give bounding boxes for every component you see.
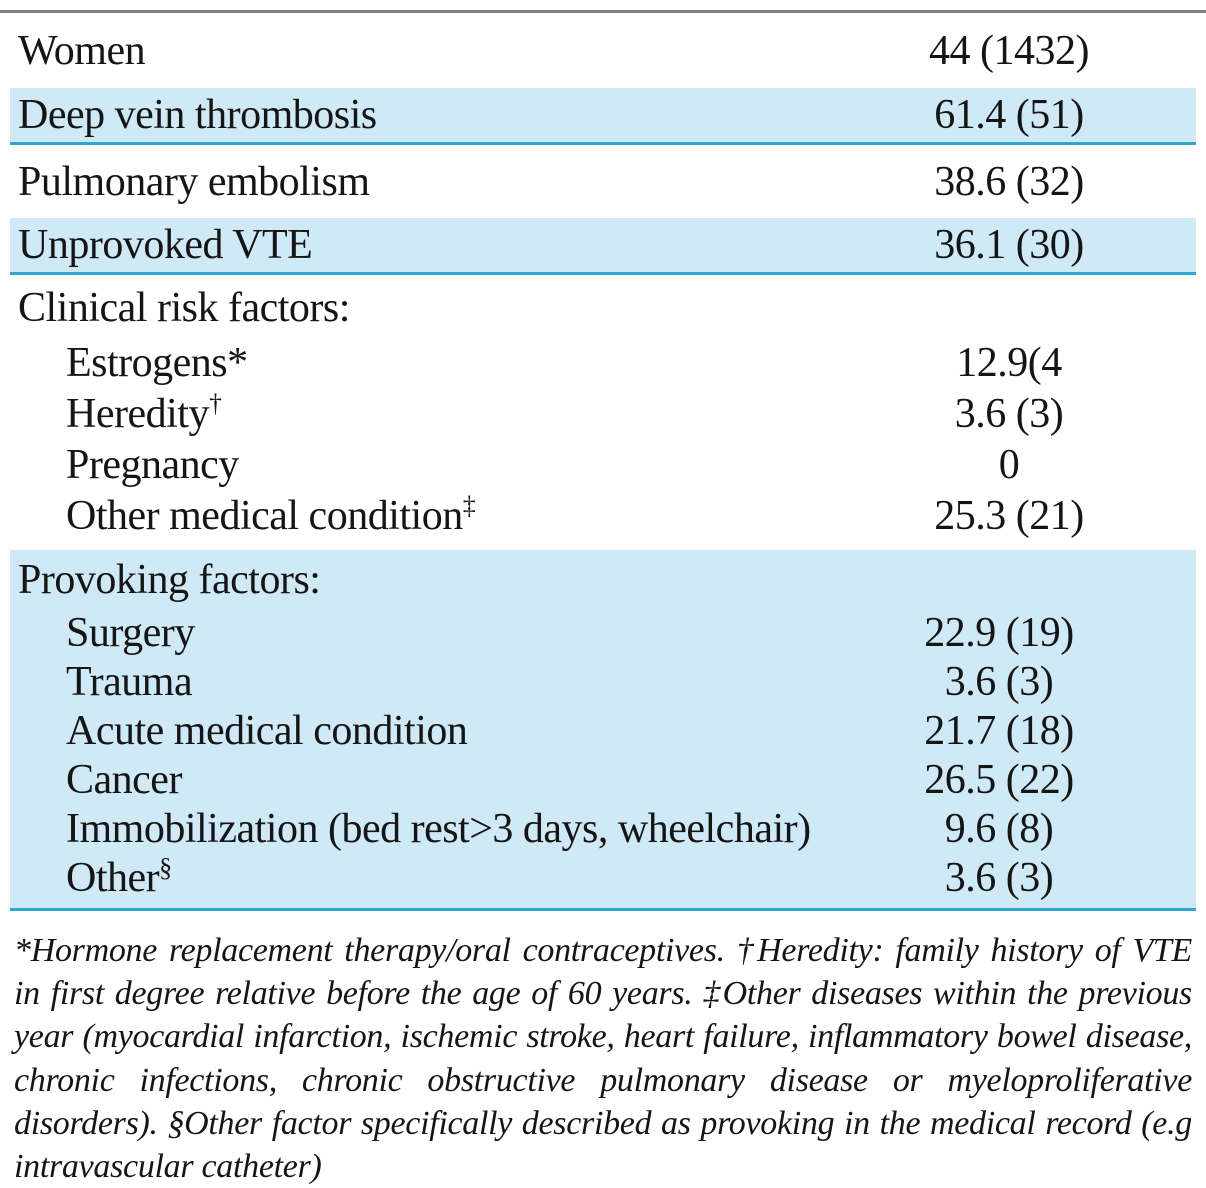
- row-value: 36.1 (30): [934, 222, 1084, 268]
- row-label: Unprovoked VTE: [18, 222, 313, 268]
- section-header: Provoking factors:: [18, 557, 321, 603]
- table-top-rule: [0, 10, 1206, 13]
- row-label: Heredity†: [66, 388, 222, 437]
- table-row: Other§ 3.6 (3): [10, 853, 1196, 902]
- table-row: Estrogens* 12.9(4: [0, 337, 1206, 388]
- row-label: Trauma: [66, 658, 193, 705]
- provoking-factors-section: Provoking factors: Surgery 22.9 (19) Tra…: [10, 550, 1196, 911]
- row-value: 3.6 (3): [944, 658, 1054, 705]
- table-footnote: *Hormone replacement therapy/oral contra…: [14, 932, 1192, 1185]
- table-row: Deep vein thrombosis 61.4 (51): [10, 88, 1196, 145]
- table-row: Heredity† 3.6 (3): [0, 388, 1206, 439]
- row-value: 3.6 (3): [954, 390, 1064, 437]
- row-value: 25.3 (21): [934, 492, 1084, 539]
- row-label: Estrogens*: [66, 339, 248, 386]
- section-header: Clinical risk factors:: [18, 285, 350, 331]
- row-value: 38.6 (32): [934, 158, 1084, 205]
- row-label: Pregnancy: [66, 441, 239, 488]
- row-label: Surgery: [66, 609, 195, 656]
- table-row: Pulmonary embolism 38.6 (32): [0, 145, 1206, 218]
- row-value: 61.4 (51): [934, 92, 1084, 138]
- footnote-marker: †: [208, 388, 222, 418]
- row-value: 12.9(4: [956, 339, 1062, 386]
- row-label: Women: [18, 27, 146, 74]
- footnote-marker: §: [159, 852, 172, 882]
- row-value: 21.7 (18): [924, 707, 1074, 754]
- table-row: Immobilization (bed rest>3 days, wheelch…: [10, 804, 1196, 853]
- row-value: 3.6 (3): [944, 854, 1054, 901]
- row-value: 0: [998, 441, 1020, 488]
- row-value: 9.6 (8): [944, 805, 1054, 852]
- row-label: Acute medical condition: [66, 707, 468, 754]
- table-row: Unprovoked VTE 36.1 (30): [10, 218, 1196, 275]
- table-row: Pregnancy 0: [0, 439, 1206, 490]
- row-label: Other medical condition‡: [66, 490, 476, 539]
- table-row: Women 44 (1432): [0, 13, 1206, 88]
- table-row: Cancer 26.5 (22): [10, 755, 1196, 804]
- row-label: Other§: [66, 852, 172, 901]
- row-value: 44 (1432): [929, 27, 1089, 74]
- table-row: Acute medical condition 21.7 (18): [10, 706, 1196, 755]
- row-label: Cancer: [66, 756, 182, 803]
- table-row: Other medical condition‡ 25.3 (21): [0, 490, 1206, 541]
- vte-characteristics-table: Women 44 (1432) Deep vein thrombosis 61.…: [0, 10, 1206, 1185]
- row-label: Immobilization (bed rest>3 days, wheelch…: [66, 805, 811, 852]
- footnote-marker: ‡: [462, 490, 476, 520]
- row-value: 26.5 (22): [924, 756, 1074, 803]
- row-value: 22.9 (19): [924, 609, 1074, 656]
- row-label: Deep vein thrombosis: [18, 92, 377, 138]
- table-row: Trauma 3.6 (3): [10, 657, 1196, 706]
- row-label: Pulmonary embolism: [18, 158, 370, 205]
- table-row: Surgery 22.9 (19): [10, 608, 1196, 657]
- clinical-risk-factors-section: Clinical risk factors: Estrogens* 12.9(4…: [0, 275, 1206, 550]
